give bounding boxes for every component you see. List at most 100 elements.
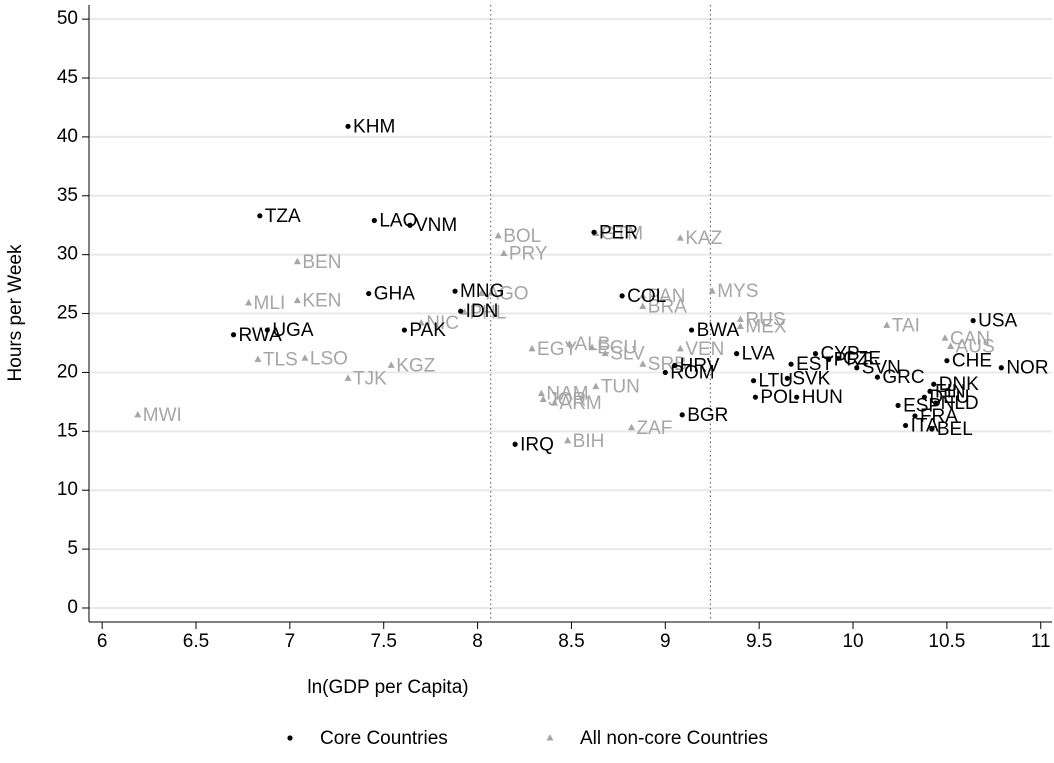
x-tick-label: 9 [660, 631, 671, 652]
triangle-marker [500, 249, 508, 256]
point-label: USA [978, 311, 1017, 332]
triangle-marker [293, 257, 301, 265]
triangle-marker [566, 340, 574, 347]
point-label: NIC [426, 313, 459, 334]
point-label: DNK [939, 374, 979, 395]
point-label: LTU [759, 371, 793, 392]
point-label: BEN [302, 252, 341, 273]
dot-marker [921, 394, 927, 400]
point-label: BGR [687, 405, 728, 426]
dot-marker [591, 229, 597, 235]
point-label: NAM [546, 384, 588, 405]
y-tick-label: 15 [57, 420, 78, 441]
point-label: PER [599, 222, 638, 243]
point-label: MLI [254, 293, 286, 314]
y-tick-label: 30 [57, 244, 78, 265]
point-label: KHM [353, 116, 395, 137]
dot-marker [933, 400, 939, 406]
dot-marker [345, 123, 351, 129]
dot-marker [931, 381, 937, 387]
point-label: TJK [353, 368, 387, 389]
point-label: SLV [610, 344, 645, 365]
triangle-marker [592, 382, 600, 390]
triangle-marker [736, 322, 744, 330]
legend-label: All non-core Countries [580, 728, 768, 749]
point-label: AGO [486, 284, 528, 305]
point-label: AUS [956, 337, 995, 358]
y-tick-label: 10 [57, 479, 78, 500]
dot-marker [944, 358, 950, 364]
triangle-marker [460, 308, 468, 315]
point-label: CHE [952, 351, 992, 372]
dot-marker [794, 394, 800, 400]
dot-marker [784, 375, 790, 381]
y-tick-label: 40 [57, 126, 78, 147]
triangle-marker [254, 355, 262, 362]
dot-marker [257, 213, 263, 219]
dot-marker [895, 402, 901, 409]
point-label: VEN [685, 339, 724, 360]
point-label: HRV [680, 355, 720, 376]
dot-marker [912, 413, 918, 419]
point-label: COL [627, 286, 666, 307]
dot-marker [750, 378, 757, 384]
point-label: ZAF [637, 418, 673, 439]
point-label: HUN [802, 387, 843, 408]
dot-marker [264, 327, 270, 333]
point-label: KAZ [685, 228, 722, 249]
dot-marker [452, 288, 458, 294]
triangle-marker [883, 321, 891, 328]
point-label: LVA [742, 344, 775, 365]
point-label: KGZ [396, 355, 435, 376]
point-label: LSO [310, 348, 348, 369]
dot-marker [672, 362, 678, 368]
point-label: BWA [697, 320, 740, 341]
point-label: MWI [143, 405, 182, 426]
triangle-marker [736, 315, 744, 322]
x-tick-label: 7.5 [371, 631, 397, 652]
dot-marker [835, 355, 841, 361]
triangle-marker [551, 399, 559, 406]
point-label: PRY [509, 244, 548, 265]
point-label: IRQ [520, 434, 554, 455]
triangle-marker [564, 436, 572, 444]
point-label: PHL [469, 302, 506, 323]
dot-marker [826, 356, 832, 363]
y-tick-label: 45 [57, 67, 78, 88]
point-label: FIN [935, 381, 966, 402]
triangle-marker [528, 344, 536, 352]
point-label: SRB [648, 354, 687, 375]
point-label: POL [760, 387, 798, 408]
triangle-marker [301, 354, 309, 361]
point-label: BIH [573, 431, 605, 452]
triangle-marker [537, 389, 545, 397]
point-label: EGY [537, 339, 577, 360]
triangle-marker [947, 342, 955, 350]
dot-marker [512, 441, 518, 447]
dot-marker [371, 217, 377, 224]
dot-marker [788, 361, 794, 367]
point-label: KEN [302, 291, 341, 312]
point-label: BRA [648, 297, 687, 318]
point-label: BOL [503, 226, 541, 247]
dot-marker [458, 308, 464, 314]
dot-marker [401, 327, 407, 333]
triangle-marker [601, 349, 609, 357]
legend-marker [546, 734, 554, 741]
y-tick-label: 35 [57, 185, 78, 206]
point-label: CZE [843, 348, 881, 369]
y-tick-label: 5 [67, 538, 78, 559]
point-label: UGA [272, 320, 314, 341]
x-tick-label: 6 [97, 631, 108, 652]
point-label: DEU [929, 387, 969, 408]
triangle-marker [639, 291, 647, 299]
x-axis-label: ln(GDP per Capita) [307, 677, 468, 698]
x-tick-label: 6.5 [183, 631, 209, 652]
point-label: NLD [941, 393, 979, 414]
dot-marker [230, 332, 237, 338]
y-tick-label: 50 [57, 8, 78, 29]
point-label: LAO [379, 211, 417, 232]
point-label: TLS [263, 350, 298, 371]
